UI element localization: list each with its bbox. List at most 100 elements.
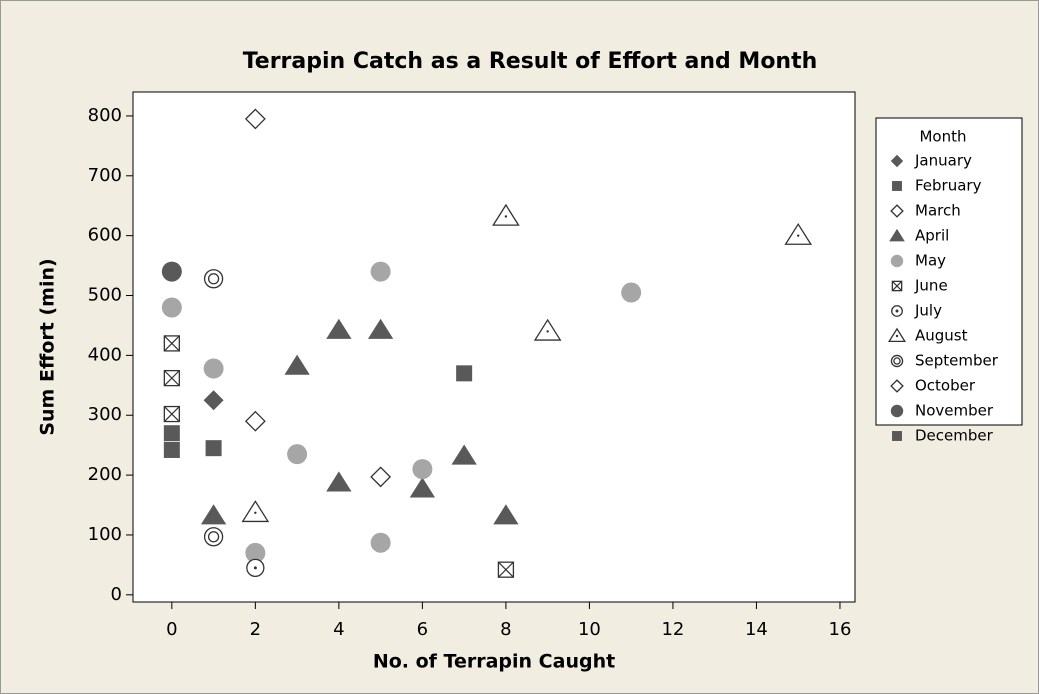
x-tick-label: 6 [417, 619, 428, 640]
marker-shape [163, 425, 180, 442]
legend-marker [892, 181, 902, 191]
legend-label: May [915, 252, 946, 270]
legend-label: October [915, 377, 976, 395]
x-tick-label: 8 [500, 619, 511, 640]
marker-dot [797, 234, 800, 237]
marker-cross [891, 280, 903, 292]
marker-shape [889, 228, 905, 242]
point [492, 203, 520, 226]
marker-cross [163, 370, 180, 387]
legend-marker [891, 305, 903, 317]
marker-dot [895, 309, 899, 313]
y-tick-label: 200 [88, 464, 122, 485]
legend-label: August [915, 327, 968, 345]
y-tick-label: 400 [88, 344, 122, 365]
point [244, 410, 266, 432]
marker-shape [409, 477, 436, 498]
legend-box [875, 117, 1023, 426]
point [161, 261, 182, 282]
marker-dot [546, 330, 549, 333]
point [370, 466, 392, 488]
marker-shape [370, 261, 391, 282]
marker-inner [893, 357, 901, 365]
marker-inner [207, 273, 220, 285]
y-tick-label: 100 [88, 524, 122, 545]
marker-shape [784, 222, 813, 245]
marker-shape [890, 154, 904, 168]
y-tick-label: 800 [88, 105, 122, 126]
x-tick-label: 12 [661, 619, 684, 640]
point [203, 269, 224, 289]
point [245, 542, 266, 563]
marker-shape [890, 254, 904, 268]
y-tick-label: 500 [88, 285, 122, 306]
marker-dot [895, 334, 899, 338]
x-tick-label: 16 [829, 619, 852, 640]
legend-marker [890, 254, 904, 268]
point [409, 477, 436, 498]
marker-shape [493, 504, 519, 525]
legend-label: February [915, 177, 982, 195]
marker-shape [890, 404, 904, 418]
point [493, 504, 519, 525]
marker-shape [367, 318, 394, 339]
marker-shape [245, 542, 266, 563]
marker-shape [370, 532, 391, 553]
x-axis-label: No. of Terrapin Caught [373, 651, 615, 673]
point [244, 108, 266, 130]
point [326, 471, 352, 492]
marker-shape [284, 354, 310, 375]
marker-shape [161, 261, 182, 282]
point [163, 335, 180, 352]
x-tick-label: 4 [333, 619, 344, 640]
legend-label: April [915, 227, 949, 245]
legend-marker [887, 327, 907, 342]
point [163, 441, 180, 458]
legend-marker [892, 431, 902, 441]
x-tick-label: 0 [166, 619, 177, 640]
y-tick-label: 700 [88, 165, 122, 186]
marker-shape [892, 431, 902, 441]
marker-shape [492, 203, 520, 226]
legend-label: July [914, 302, 942, 320]
point [161, 297, 182, 318]
marker-shape [203, 390, 224, 411]
marker-cross [163, 406, 180, 422]
marker-shape [412, 459, 433, 480]
marker-shape [326, 471, 352, 492]
legend-marker [889, 228, 905, 242]
marker-shape [533, 318, 562, 341]
legend-label: November [915, 402, 994, 420]
marker-shape [892, 181, 902, 191]
plot-area [132, 91, 856, 603]
marker-shape [244, 108, 266, 130]
legend-marker [890, 404, 904, 418]
legend-label: March [915, 202, 961, 220]
point [205, 440, 222, 457]
marker-inner [207, 531, 220, 543]
legend-label: January [914, 152, 972, 170]
point [203, 390, 224, 411]
point [497, 561, 515, 578]
point [367, 318, 394, 339]
point [200, 504, 227, 525]
marker-shape [200, 504, 227, 525]
point [370, 532, 391, 553]
marker-shape [456, 365, 473, 382]
marker-dot [504, 215, 508, 218]
point [284, 354, 310, 375]
marker-shape [244, 410, 266, 432]
marker-dot [253, 566, 257, 570]
legend-label: September [915, 352, 999, 370]
legend-label: June [914, 277, 948, 295]
point [163, 369, 180, 387]
point [203, 527, 224, 547]
point [456, 365, 473, 382]
point [621, 282, 642, 303]
x-tick-label: 14 [745, 619, 768, 640]
legend-marker [890, 154, 904, 168]
marker-shape [621, 282, 642, 303]
point [203, 358, 224, 379]
point [533, 318, 562, 341]
